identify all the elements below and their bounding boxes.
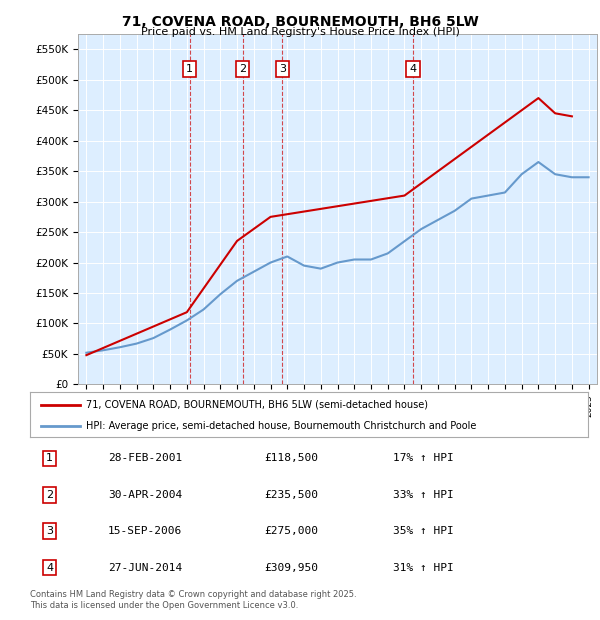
Text: £235,500: £235,500	[265, 490, 319, 500]
Text: 71, COVENA ROAD, BOURNEMOUTH, BH6 5LW: 71, COVENA ROAD, BOURNEMOUTH, BH6 5LW	[122, 16, 478, 30]
Text: 27-JUN-2014: 27-JUN-2014	[108, 563, 182, 573]
Text: 31% ↑ HPI: 31% ↑ HPI	[392, 563, 454, 573]
Text: 4: 4	[409, 64, 416, 74]
Text: 3: 3	[279, 64, 286, 74]
Text: £309,950: £309,950	[265, 563, 319, 573]
Text: 35% ↑ HPI: 35% ↑ HPI	[392, 526, 454, 536]
Text: 1: 1	[46, 453, 53, 463]
Text: 33% ↑ HPI: 33% ↑ HPI	[392, 490, 454, 500]
Text: £118,500: £118,500	[265, 453, 319, 463]
Text: 71, COVENA ROAD, BOURNEMOUTH, BH6 5LW (semi-detached house): 71, COVENA ROAD, BOURNEMOUTH, BH6 5LW (s…	[86, 400, 428, 410]
Text: 30-APR-2004: 30-APR-2004	[108, 490, 182, 500]
Text: HPI: Average price, semi-detached house, Bournemouth Christchurch and Poole: HPI: Average price, semi-detached house,…	[86, 421, 476, 431]
Text: 3: 3	[46, 526, 53, 536]
Text: 17% ↑ HPI: 17% ↑ HPI	[392, 453, 454, 463]
Text: Price paid vs. HM Land Registry's House Price Index (HPI): Price paid vs. HM Land Registry's House …	[140, 27, 460, 37]
Text: Contains HM Land Registry data © Crown copyright and database right 2025.
This d: Contains HM Land Registry data © Crown c…	[30, 590, 356, 609]
Text: 28-FEB-2001: 28-FEB-2001	[108, 453, 182, 463]
Text: 4: 4	[46, 563, 53, 573]
Text: 1: 1	[186, 64, 193, 74]
Text: 2: 2	[46, 490, 53, 500]
Text: 15-SEP-2006: 15-SEP-2006	[108, 526, 182, 536]
Text: 2: 2	[239, 64, 246, 74]
Text: £275,000: £275,000	[265, 526, 319, 536]
